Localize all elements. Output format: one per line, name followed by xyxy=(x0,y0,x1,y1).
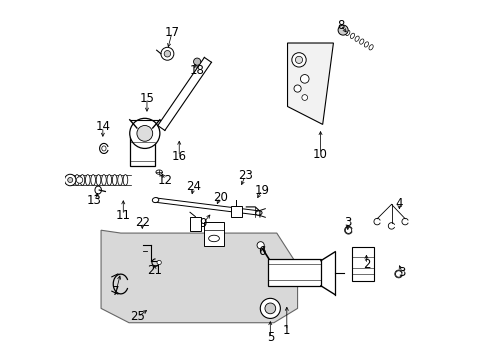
Bar xyxy=(351,247,373,282)
Polygon shape xyxy=(101,230,297,323)
Text: 23: 23 xyxy=(237,169,252,182)
Circle shape xyxy=(395,271,401,277)
Ellipse shape xyxy=(359,39,363,44)
Circle shape xyxy=(257,242,264,249)
Circle shape xyxy=(337,25,347,35)
Ellipse shape xyxy=(156,170,162,174)
Bar xyxy=(130,137,155,166)
Ellipse shape xyxy=(69,175,74,185)
Text: 10: 10 xyxy=(312,148,327,161)
Ellipse shape xyxy=(208,235,219,242)
Text: 3: 3 xyxy=(344,216,351,229)
Circle shape xyxy=(161,47,174,60)
Ellipse shape xyxy=(345,30,349,36)
Text: 7: 7 xyxy=(112,285,120,298)
Circle shape xyxy=(137,126,152,141)
Ellipse shape xyxy=(364,42,368,47)
Ellipse shape xyxy=(123,175,127,185)
Ellipse shape xyxy=(349,33,354,39)
Circle shape xyxy=(260,298,280,319)
Circle shape xyxy=(293,85,301,92)
Circle shape xyxy=(157,260,161,265)
Circle shape xyxy=(345,227,351,233)
Ellipse shape xyxy=(85,175,90,185)
Text: 18: 18 xyxy=(189,64,204,77)
Ellipse shape xyxy=(368,45,372,50)
Text: 19: 19 xyxy=(254,184,269,197)
Bar xyxy=(204,222,224,246)
Text: 1: 1 xyxy=(283,324,290,337)
Polygon shape xyxy=(287,43,333,125)
Text: 8: 8 xyxy=(336,19,344,32)
Ellipse shape xyxy=(91,175,95,185)
Text: 21: 21 xyxy=(146,264,162,277)
Ellipse shape xyxy=(255,211,262,215)
Text: 11: 11 xyxy=(116,209,130,222)
Text: 14: 14 xyxy=(95,121,110,134)
Circle shape xyxy=(300,75,308,83)
Ellipse shape xyxy=(354,36,359,41)
Text: 15: 15 xyxy=(139,92,154,105)
Bar xyxy=(190,217,201,231)
Ellipse shape xyxy=(118,175,122,185)
Circle shape xyxy=(164,50,170,57)
Ellipse shape xyxy=(80,175,84,185)
Text: 20: 20 xyxy=(212,191,227,204)
Circle shape xyxy=(76,177,82,183)
Text: 2: 2 xyxy=(362,258,369,271)
Text: 3: 3 xyxy=(398,266,405,279)
Text: 4: 4 xyxy=(395,197,402,210)
Ellipse shape xyxy=(152,198,159,203)
Bar xyxy=(267,259,320,286)
Circle shape xyxy=(129,118,160,148)
Ellipse shape xyxy=(107,175,111,185)
Ellipse shape xyxy=(96,175,101,185)
Text: 16: 16 xyxy=(171,150,186,163)
Text: 13: 13 xyxy=(87,194,102,207)
Circle shape xyxy=(301,95,307,100)
Ellipse shape xyxy=(102,175,106,185)
Text: 6: 6 xyxy=(258,245,265,258)
Circle shape xyxy=(67,177,73,183)
Text: 22: 22 xyxy=(135,216,149,229)
Text: 25: 25 xyxy=(130,310,145,324)
Text: 17: 17 xyxy=(164,26,179,39)
Text: 24: 24 xyxy=(186,180,201,193)
Ellipse shape xyxy=(75,175,79,185)
Text: 5: 5 xyxy=(266,331,273,344)
Circle shape xyxy=(295,56,302,63)
Circle shape xyxy=(264,303,275,314)
Ellipse shape xyxy=(340,27,345,33)
Circle shape xyxy=(291,53,305,67)
Circle shape xyxy=(64,174,76,186)
Bar xyxy=(230,206,241,217)
Ellipse shape xyxy=(112,175,117,185)
Text: 12: 12 xyxy=(158,174,173,186)
Text: 9: 9 xyxy=(199,216,206,230)
Circle shape xyxy=(193,58,201,65)
